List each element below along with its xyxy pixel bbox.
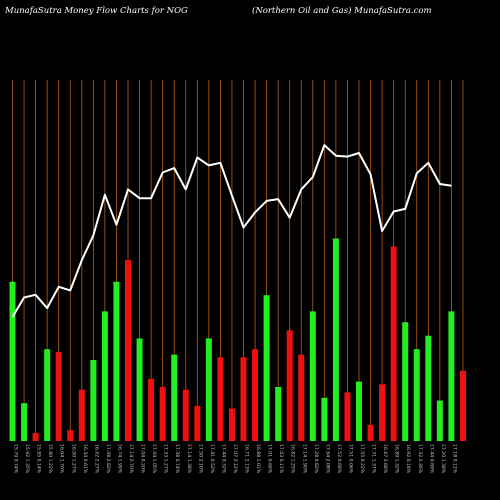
x-tick-label: 15.92 1.35% [24, 444, 30, 474]
money-flow-bar-24 [275, 387, 282, 441]
x-tick-label: 16.92 0.18% [405, 444, 411, 474]
chart-title: MunafaSutra Money Flow Charts for NOG [5, 6, 188, 16]
x-tick-label: 17.64 2.08% [324, 444, 330, 474]
x-tick-label: 15.80 1.22% [47, 444, 53, 474]
money-flow-bar-37 [425, 335, 432, 441]
x-tick-label: 16.67 3.68% [382, 444, 388, 474]
x-tick-label: 16.89 1.32% [394, 444, 400, 474]
money-flow-bar-34 [390, 246, 397, 441]
x-tick-label: 17.44 0.69% [428, 444, 434, 474]
x-tick-label: 16.71 2.13% [244, 444, 250, 474]
money-flow-bar-33 [379, 384, 386, 441]
x-tick-label: 17.51 0.06% [347, 444, 353, 474]
money-flow-bar-13 [148, 378, 155, 441]
x-tick-label: 16.62 2.27% [93, 444, 99, 474]
x-tick-label: 16.82 1.25% [290, 444, 296, 474]
x-tick-label: 17.38 0.74% [174, 444, 180, 474]
x-tick-label: 17.52 0.68% [336, 444, 342, 474]
money-flow-bar-1 [9, 281, 16, 441]
x-tick-label: 17.03 0.11% [278, 444, 284, 474]
money-flow-bar-27 [309, 311, 316, 441]
x-tick-label: 17.14 2.70% [128, 444, 134, 474]
x-tick-label: 17.18 0.12% [451, 444, 457, 474]
x-tick-label: 17.50 2.10% [197, 444, 203, 474]
chart-subtitle: (Northern Oil and Gas) MunafaSutra.com [252, 6, 432, 16]
x-tick-label: 16.00 1.27% [70, 444, 76, 474]
money-flow-bar-12 [136, 338, 143, 441]
x-tick-label: 15.70 0.74% [13, 444, 19, 474]
x-tick-label: 17.32 2.36% [417, 444, 423, 474]
money-flow-bar-32 [367, 424, 374, 441]
money-flow-bar-4 [44, 349, 51, 441]
money-flow-bar-30 [344, 392, 351, 441]
money-flow-bar-38 [436, 400, 443, 441]
x-tick-label: 16.74 1.99% [116, 444, 122, 474]
money-flow-bar-40 [459, 370, 466, 441]
x-tick-label: 16.34 0.61% [82, 444, 88, 474]
money-flow-bar-19 [217, 357, 224, 441]
money-flow-bar-9 [101, 311, 108, 441]
money-flow-bar-35 [402, 322, 409, 441]
x-tick-label: 17.20 1.38% [440, 444, 446, 474]
money-flow-bar-22 [252, 349, 259, 441]
money-flow-bar-26 [298, 354, 305, 441]
money-flow-bar-28 [321, 397, 328, 441]
money-flow-bar-10 [113, 281, 120, 441]
x-tick-label: 17.01 0.66% [267, 444, 273, 474]
money-flow-bar-8 [90, 360, 97, 441]
money-flow-bar-17 [194, 405, 201, 441]
money-flow-bar-23 [263, 295, 270, 441]
money-flow-bar-21 [240, 357, 247, 441]
money-flow-bar-14 [159, 387, 166, 441]
x-tick-label: 17.44 0.32% [220, 444, 226, 474]
money-flow-bar-5 [55, 351, 62, 441]
money-flow-bar-39 [448, 311, 455, 441]
money-flow-bar-15 [171, 354, 178, 441]
x-tick-label: 17.41 0.52% [209, 444, 215, 474]
money-flow-bar-29 [332, 238, 339, 441]
money-flow-bar-11 [125, 260, 131, 441]
x-tick-label: 15.95 0.14% [36, 444, 42, 474]
x-tick-label: 17.08 2.82% [105, 444, 111, 474]
money-flow-bar-6 [67, 430, 74, 441]
money-flow-bar-31 [356, 381, 362, 441]
x-tick-label: 17.14 1.90% [301, 444, 307, 474]
x-tick-label: 16.04 1.70% [59, 444, 65, 474]
x-tick-label: 16.88 1.01% [255, 444, 261, 474]
x-tick-label: 17.07 2.12% [232, 444, 238, 474]
x-tick-label: 17.14 1.38% [186, 444, 192, 474]
x-tick-label: 17.04 1.05% [151, 444, 157, 474]
money-flow-bar-7 [78, 389, 85, 441]
price-line [11, 144, 452, 318]
money-flow-bar-20 [228, 408, 235, 441]
money-flow-bar-2 [21, 403, 28, 441]
x-tick-label: 17.28 0.82% [313, 444, 319, 474]
x-tick-label: 17.55 0.22% [359, 444, 365, 474]
money-flow-bar-18 [205, 338, 212, 441]
x-tick-label: 17.04 0.20% [140, 444, 146, 474]
x-tick-label: 17.33 1.27% [163, 444, 169, 474]
money-flow-bar-25 [286, 330, 293, 441]
money-flow-bar-3 [32, 432, 39, 441]
x-tick-label: 17.31 1.37% [371, 444, 377, 474]
money-flow-bar-36 [413, 349, 420, 441]
money-flow-bar-16 [182, 389, 189, 441]
